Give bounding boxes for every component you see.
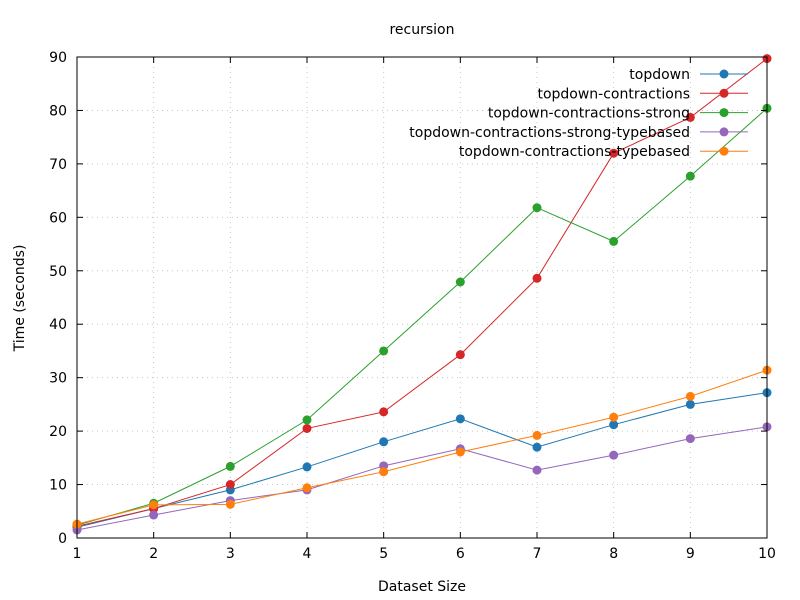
series-line [76, 369, 768, 525]
legend-item: topdown-contractions-typebased [459, 144, 748, 160]
data-point [149, 510, 159, 520]
data-point [225, 480, 235, 490]
y-tick-label: 90 [49, 50, 67, 66]
series-topdown-contractions-strong-typebased [72, 422, 772, 535]
series-topdown-contractions-typebased [72, 365, 772, 529]
data-point [455, 447, 465, 457]
series-line [76, 58, 768, 527]
legend-label: topdown-contractions [537, 86, 690, 102]
series-line [76, 426, 768, 531]
legend-swatch-marker [719, 69, 729, 79]
x-tick-label: 6 [456, 546, 465, 562]
data-point [302, 423, 312, 433]
x-axis-label: Dataset Size [378, 579, 466, 595]
legend-label: topdown [629, 67, 690, 83]
y-tick-label: 30 [49, 371, 67, 387]
x-tick-label: 2 [149, 546, 158, 562]
y-tick-label: 80 [49, 103, 67, 119]
legend-item: topdown [629, 67, 748, 83]
tick-labels: 1 2 3 4 5 6 7 8 9 10 0 10 20 30 40 50 60 70 80 90 [49, 50, 776, 562]
legend-label: topdown-contractions-strong-typebased [409, 125, 690, 141]
y-tick-label: 0 [58, 531, 67, 547]
x-tick-label: 1 [73, 546, 82, 562]
data-point [379, 467, 389, 477]
legend-item: topdown-contractions-strong [488, 106, 748, 122]
data-point [609, 420, 619, 430]
y-tick-label: 50 [49, 264, 67, 280]
data-point [685, 434, 695, 444]
legend-swatch-marker [719, 146, 729, 156]
plot-frame [76, 56, 768, 539]
grid [77, 57, 767, 538]
data-point [532, 465, 542, 475]
legend-swatch-marker [719, 108, 729, 118]
y-tick-label: 60 [49, 210, 67, 226]
series-layer [72, 54, 772, 535]
series-topdown-contractions [72, 54, 772, 531]
data-point [302, 483, 312, 493]
chart-title: recursion [389, 22, 454, 38]
series-line [76, 107, 768, 526]
data-point [609, 412, 619, 422]
y-tick-label: 20 [49, 424, 67, 440]
y-tick-label: 10 [49, 478, 67, 494]
data-point [455, 350, 465, 360]
series-line [76, 392, 768, 528]
data-point [302, 415, 312, 425]
y-tick-label: 40 [49, 317, 67, 333]
data-point [225, 499, 235, 509]
x-tick-label: 4 [303, 546, 312, 562]
legend-swatch-marker [719, 88, 729, 98]
legend-label: topdown-contractions-strong [488, 106, 690, 122]
legend: topdown topdown-contractions topdown-contr… [409, 67, 748, 160]
legend-item: topdown-contractions [537, 86, 748, 102]
data-point [685, 399, 695, 409]
legend-label: topdown-contractions-typebased [459, 144, 690, 160]
data-point [379, 437, 389, 447]
x-tick-label: 9 [686, 546, 695, 562]
data-point [532, 203, 542, 213]
legend-item: topdown-contractions-strong-typebased [409, 125, 748, 141]
data-point [609, 148, 619, 158]
data-point [379, 407, 389, 417]
data-point [532, 430, 542, 440]
data-point [379, 346, 389, 356]
x-tick-label: 10 [758, 546, 776, 562]
data-point [609, 236, 619, 246]
data-point [302, 462, 312, 472]
data-point [532, 442, 542, 452]
data-point [685, 112, 695, 122]
x-tick-label: 8 [609, 546, 618, 562]
data-point [685, 171, 695, 181]
data-point [609, 450, 619, 460]
x-tick-label: 7 [533, 546, 542, 562]
ticks [76, 56, 768, 539]
data-point [532, 273, 542, 283]
data-point [455, 277, 465, 287]
legend-swatch-marker [719, 127, 729, 137]
data-point [685, 391, 695, 401]
x-tick-label: 5 [379, 546, 388, 562]
data-point [225, 461, 235, 471]
data-point [455, 414, 465, 424]
y-tick-label: 70 [49, 157, 67, 173]
y-axis-label: Time (seconds) [12, 245, 28, 353]
data-point [149, 500, 159, 510]
series-topdown-contractions-strong [72, 103, 772, 530]
x-tick-label: 3 [226, 546, 235, 562]
